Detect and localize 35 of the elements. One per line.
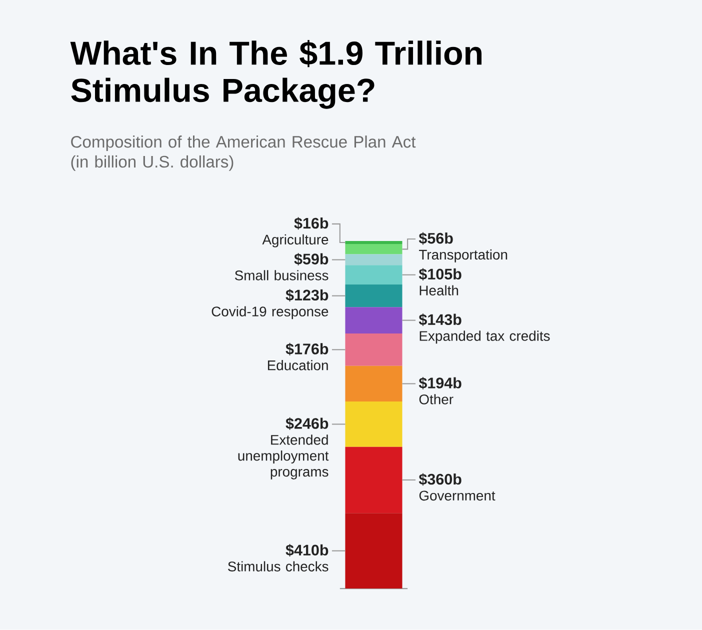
data-label: $360b — [418, 473, 462, 486]
bar — [345, 307, 402, 334]
chart-subtitle: Composition of the American Rescue Plan Act (in billion U.S. dollars) — [71, 136, 416, 172]
series-label: Education — [268, 360, 328, 370]
series-label: Other — [419, 394, 454, 404]
data-label: $176b — [286, 343, 328, 356]
data-label: $105b — [418, 268, 462, 281]
series-label: Covid-19 response — [212, 306, 328, 320]
bar — [345, 334, 402, 366]
series-label: Stimulus checks — [228, 561, 328, 572]
series-label: Small business — [234, 270, 328, 281]
series-label: Expanded tax credits — [420, 330, 550, 344]
data-label: $246b — [286, 418, 328, 430]
bar — [345, 446, 402, 514]
bar — [345, 265, 402, 285]
data-label: $410b — [286, 544, 328, 557]
data-label: $56b — [418, 232, 453, 245]
series-label: Extended unemployment programs — [238, 434, 329, 480]
series-label: Government — [419, 490, 496, 501]
data-label: $16b — [294, 217, 328, 230]
series-label: Agriculture — [262, 234, 328, 248]
bar — [345, 254, 402, 266]
bar — [345, 284, 402, 308]
series-label: Health — [420, 285, 458, 296]
bar — [345, 366, 402, 402]
chart-title: What's In The $1.9 Trillion Stimulus Package? — [70, 40, 482, 109]
series-label: Transportation — [419, 250, 508, 263]
bar — [345, 244, 402, 254]
data-label: $59b — [294, 253, 328, 266]
bar — [345, 241, 402, 244]
data-label: $194b — [418, 377, 462, 390]
bar — [345, 513, 402, 589]
data-label: $143b — [418, 314, 462, 326]
data-label: $123b — [286, 289, 328, 302]
bar — [345, 402, 402, 447]
